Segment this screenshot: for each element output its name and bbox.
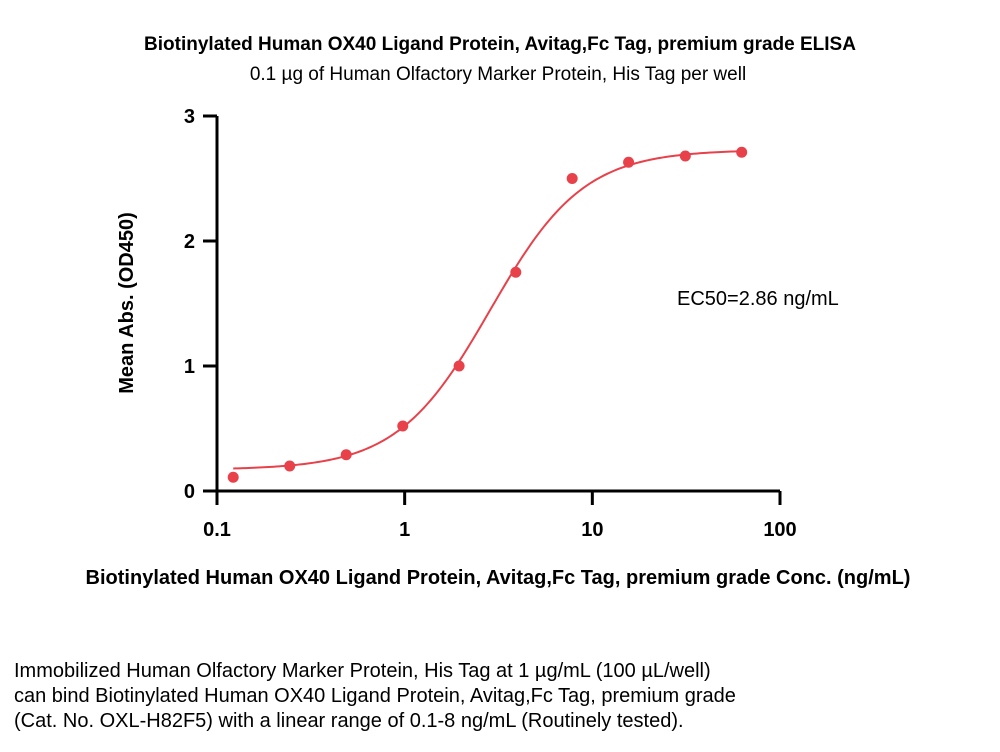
y-axis-label: Mean Abs. (OD450): [116, 212, 138, 394]
data-point: [623, 156, 635, 168]
y-tick-label: 3: [184, 106, 195, 128]
ec50-annotation: EC50=2.86 ng/mL: [677, 288, 839, 310]
caption-line-2: can bind Biotinylated Human OX40 Ligand …: [14, 685, 736, 707]
data-point: [679, 150, 691, 162]
caption-line-1: Immobilized Human Olfactory Marker Prote…: [14, 660, 711, 682]
caption: Immobilized Human Olfactory Marker Prote…: [14, 659, 974, 734]
data-point: [397, 420, 409, 432]
x-tick-label: 10: [581, 519, 603, 541]
chart-title: Biotinylated Human OX40 Ligand Protein, …: [144, 34, 856, 55]
y-tick-label: 2: [184, 231, 195, 253]
x-tick-label: 0.1: [203, 519, 231, 541]
y-tick-label: 1: [184, 356, 195, 378]
x-tick-label: 100: [763, 519, 796, 541]
fit-curve-layer: [233, 150, 742, 470]
data-point: [340, 449, 352, 461]
data-point: [736, 146, 748, 158]
fit-curve: [233, 150, 742, 470]
data-points-layer: [227, 146, 748, 483]
y-tick-label: 0: [184, 481, 195, 503]
caption-line-3: (Cat. No. OXL-H82F5) with a linear range…: [14, 710, 684, 732]
x-tick-label: 1: [399, 519, 410, 541]
data-point: [453, 360, 465, 372]
data-point: [284, 460, 296, 472]
axes: 0 1 2 3 0.1 1 10 100: [184, 106, 797, 541]
data-point: [510, 266, 522, 278]
chart-subtitle: 0.1 µg of Human Olfactory Marker Protein…: [250, 64, 746, 85]
data-point: [227, 471, 239, 483]
x-axis-label: Biotinylated Human OX40 Ligand Protein, …: [86, 567, 911, 589]
data-point: [566, 173, 578, 184]
